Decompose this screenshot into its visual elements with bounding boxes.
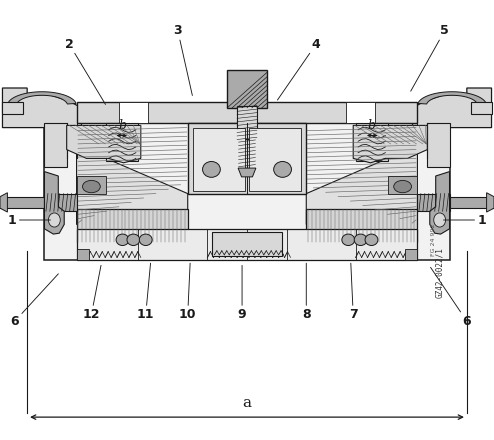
Ellipse shape: [394, 180, 412, 193]
Bar: [212, 232, 282, 256]
Text: b: b: [119, 119, 126, 132]
Text: 4: 4: [278, 37, 321, 100]
Ellipse shape: [116, 234, 129, 246]
Polygon shape: [353, 125, 427, 163]
Text: 1: 1: [444, 213, 486, 227]
Bar: [346, 102, 375, 123]
Text: 8: 8: [302, 263, 311, 321]
Bar: [77, 176, 106, 194]
Bar: [0, 197, 44, 208]
Text: FG 24 992: FG 24 992: [431, 224, 436, 256]
Text: 10: 10: [179, 263, 197, 321]
Text: 12: 12: [82, 265, 101, 321]
Polygon shape: [487, 193, 494, 212]
Text: 3: 3: [173, 24, 192, 95]
Text: 6: 6: [10, 274, 58, 328]
Ellipse shape: [365, 234, 378, 246]
Text: 2: 2: [65, 37, 106, 104]
Bar: [44, 121, 450, 260]
Ellipse shape: [139, 234, 152, 246]
Text: GZ42-0022/1: GZ42-0022/1: [435, 247, 444, 298]
Ellipse shape: [48, 213, 60, 227]
Bar: [44, 194, 77, 211]
Polygon shape: [67, 125, 141, 163]
Polygon shape: [0, 193, 7, 212]
Ellipse shape: [203, 161, 220, 177]
Ellipse shape: [127, 234, 140, 246]
Ellipse shape: [354, 234, 367, 246]
Text: 1: 1: [8, 213, 50, 227]
Polygon shape: [418, 92, 486, 104]
Bar: [227, 70, 267, 108]
Bar: [388, 176, 417, 194]
Bar: [306, 209, 417, 242]
Polygon shape: [238, 168, 256, 177]
Polygon shape: [412, 88, 492, 128]
Bar: [450, 197, 494, 208]
Bar: [77, 209, 188, 242]
Bar: [193, 128, 245, 191]
Ellipse shape: [82, 180, 100, 193]
Bar: [188, 123, 306, 194]
Bar: [77, 102, 417, 123]
Bar: [119, 102, 148, 123]
Text: 6: 6: [431, 268, 471, 328]
Bar: [237, 106, 257, 141]
Text: 7: 7: [349, 263, 358, 321]
Ellipse shape: [274, 161, 291, 177]
Text: a: a: [243, 396, 251, 410]
Bar: [249, 128, 301, 191]
Polygon shape: [8, 92, 76, 104]
Polygon shape: [430, 172, 450, 234]
Text: 9: 9: [238, 265, 247, 321]
Ellipse shape: [434, 213, 446, 227]
Bar: [405, 249, 417, 260]
Polygon shape: [2, 88, 82, 128]
Bar: [427, 123, 450, 167]
Bar: [77, 229, 417, 260]
Bar: [238, 139, 256, 168]
Polygon shape: [306, 128, 417, 224]
Ellipse shape: [342, 234, 355, 246]
Bar: [2, 102, 23, 114]
Bar: [44, 123, 67, 167]
Bar: [417, 194, 450, 211]
Text: 11: 11: [137, 263, 155, 321]
Polygon shape: [77, 128, 188, 224]
Polygon shape: [44, 172, 64, 234]
Bar: [77, 249, 89, 260]
Text: b: b: [368, 119, 375, 132]
Text: 5: 5: [411, 24, 449, 91]
Bar: [106, 123, 138, 161]
Bar: [471, 102, 492, 114]
Bar: [356, 123, 388, 161]
